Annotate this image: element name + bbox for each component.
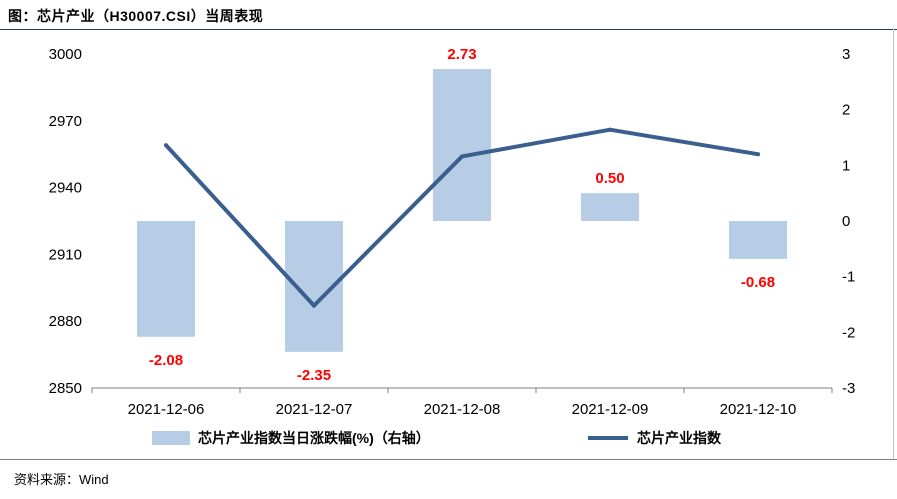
right-tick-label: 0 — [842, 213, 850, 230]
line-point — [608, 127, 612, 132]
line-point — [312, 303, 316, 308]
legend-line-label: 芯片产业指数 — [637, 430, 722, 446]
page-title: 图：芯片产业（H30007.CSI）当周表现 — [8, 8, 264, 24]
left-tick-label: 2850 — [49, 380, 82, 397]
data-labels: -2.08 -2.35 2.73 0.50 -0.68 — [149, 46, 775, 384]
data-label: -2.35 — [297, 367, 331, 384]
x-tick-label: 2021-12-07 — [276, 401, 353, 418]
bar — [729, 221, 787, 259]
chart: 3000 2970 2940 2910 2880 2850 3 2 1 0 -1 -2 -3 2021… — [49, 46, 856, 446]
left-axis-ticks: 3000 2970 2940 2910 2880 2850 — [49, 46, 82, 397]
right-tick-label: 3 — [842, 46, 850, 63]
right-tick-label: -1 — [842, 269, 855, 286]
x-tick-label: 2021-12-10 — [720, 401, 797, 418]
right-tick-label: 1 — [842, 157, 850, 174]
data-label: 0.50 — [595, 170, 624, 187]
right-axis-ticks: 3 2 1 0 -1 -2 -3 — [842, 46, 855, 397]
x-tick-label: 2021-12-09 — [572, 401, 649, 418]
x-tick-label: 2021-12-08 — [424, 401, 501, 418]
left-tick-label: 2880 — [49, 313, 82, 330]
bar-series — [137, 69, 787, 352]
frame-right-border — [893, 29, 894, 459]
left-tick-label: 2910 — [49, 246, 82, 263]
legend-bar-label: 芯片产业指数当日涨跌幅(%)（右轴） — [198, 430, 430, 446]
right-tick-label: -2 — [842, 324, 855, 341]
data-label: 2.73 — [447, 46, 476, 63]
bar — [581, 193, 639, 221]
bar — [433, 69, 491, 221]
source-note: 资料来源：Wind — [14, 472, 109, 487]
right-tick-label: 2 — [842, 102, 850, 119]
right-tick-label: -3 — [842, 380, 855, 397]
line-point — [164, 143, 168, 148]
top-rule — [0, 29, 897, 30]
data-label: -0.68 — [741, 274, 775, 291]
x-tick-label: 2021-12-06 — [128, 401, 205, 418]
left-tick-label: 2970 — [49, 113, 82, 130]
line-series — [164, 127, 760, 308]
bottom-rule — [0, 459, 897, 460]
left-tick-label: 3000 — [49, 46, 82, 63]
legend: 芯片产业指数当日涨跌幅(%)（右轴） 芯片产业指数 — [152, 430, 722, 446]
line-point — [460, 154, 464, 159]
bar — [137, 221, 195, 337]
data-label: -2.08 — [149, 352, 183, 369]
left-tick-label: 2940 — [49, 180, 82, 197]
legend-bar-swatch — [152, 431, 190, 445]
line-point — [756, 152, 760, 157]
x-axis-ticks: 2021-12-06 2021-12-07 2021-12-08 2021-12-09… — [91, 388, 833, 418]
